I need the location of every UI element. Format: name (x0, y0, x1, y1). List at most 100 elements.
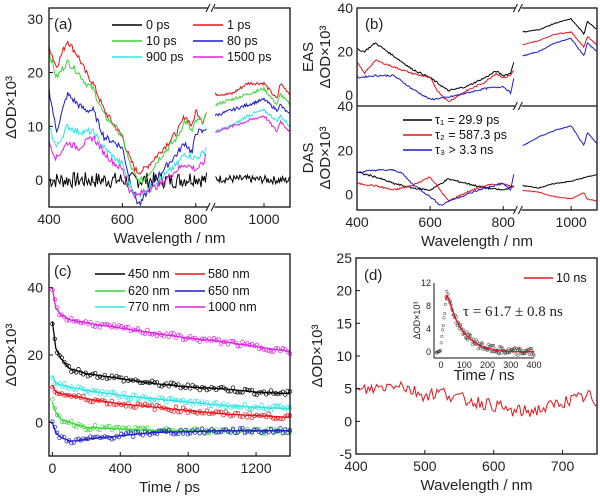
data-point (268, 408, 274, 413)
data-point (140, 425, 145, 430)
legend-label: 620 nm (128, 284, 170, 298)
data-point (112, 425, 117, 430)
data-point (83, 427, 88, 432)
data-point (69, 369, 74, 374)
inset-data-point (443, 311, 447, 316)
inset-fit-line (444, 294, 534, 353)
data-point (230, 385, 236, 390)
y-axis-label: ΔOD×10³ (3, 76, 20, 139)
data-point (64, 362, 69, 368)
inset-data-point (496, 351, 500, 355)
data-point (273, 346, 278, 351)
x-tick-label: 400 (344, 458, 368, 474)
inset-data-point (468, 333, 473, 337)
data-point (171, 381, 176, 386)
data-point (171, 331, 176, 336)
inset-x-label: Time / ns (453, 367, 514, 384)
inset-data-point (438, 348, 443, 352)
legend-label: 580 nm (208, 267, 250, 281)
inset-x-tick-label: 100 (457, 360, 472, 370)
data-point (104, 376, 110, 381)
data-point (119, 402, 124, 408)
inset-data-point (480, 341, 484, 346)
data-point (185, 382, 190, 387)
inset-data-point (465, 330, 469, 334)
data-point (223, 409, 228, 414)
data-point (254, 392, 259, 397)
panel-label: (a) (54, 16, 72, 33)
x-tick-label: 400 (37, 211, 61, 227)
x-tick-label: 1000 (556, 214, 587, 230)
y-tick-label: 20 (336, 283, 352, 299)
data-point (190, 403, 195, 408)
das-line (356, 176, 514, 202)
data-point (116, 323, 122, 328)
y-tick-label: 25 (336, 250, 352, 266)
y-tick-label: 10 (27, 118, 43, 134)
y-tick-label: 15 (336, 315, 352, 331)
inset-data-point (528, 347, 533, 351)
x-tick-label: 400 (109, 460, 133, 476)
data-point (90, 388, 95, 393)
data-point (249, 415, 255, 421)
data-point (197, 387, 202, 393)
inset-x-tick-label: 0 (438, 360, 443, 370)
break-gap-top (207, 6, 215, 10)
axis-break-mark (205, 3, 216, 13)
x-tick-label: 600 (111, 211, 135, 227)
eas-line (356, 42, 515, 92)
y-tick-label: 40 (27, 280, 43, 296)
data-point (266, 411, 271, 416)
y-axis-label-unit: ΔOD×10³ (317, 127, 334, 190)
x-tick-label: 400 (345, 214, 369, 230)
data-point (190, 409, 195, 415)
inset-data-point (474, 338, 478, 342)
inset-x-tick-label: 300 (503, 360, 518, 370)
y-tick-label: 30 (27, 11, 43, 27)
data-point (100, 322, 105, 327)
legend-label: 1 ps (227, 18, 251, 32)
y-tick-label: 20 (337, 142, 353, 158)
inset-data-point (443, 302, 447, 307)
data-point (171, 409, 176, 414)
inset-data-point (485, 348, 489, 352)
x-tick-label: 800 (184, 211, 208, 227)
data-point (235, 344, 240, 349)
inset-data-point (441, 328, 445, 332)
inset-y-tick-label: 8 (426, 301, 431, 311)
data-point (273, 403, 278, 408)
data-point (278, 403, 283, 408)
y-tick-label: 40 (337, 0, 353, 16)
data-point (123, 426, 129, 431)
legend-label: 770 nm (128, 300, 170, 314)
data-point (283, 392, 288, 397)
series-line-10ps (215, 85, 290, 107)
inset-x-tick-label: 400 (526, 360, 541, 370)
break-gap (515, 104, 522, 108)
x-tick-label: 1000 (248, 211, 279, 227)
inset-data-point (445, 289, 449, 293)
legend-label: 900 ps (146, 50, 184, 64)
data-point (273, 416, 278, 422)
data-point (245, 415, 250, 420)
data-point (261, 431, 267, 436)
inset-data-point (441, 324, 445, 328)
fit-line (51, 374, 291, 410)
data-point (121, 379, 126, 384)
data-point (88, 391, 93, 396)
legend-label: 1000 nm (208, 300, 257, 314)
eas-line (357, 59, 515, 103)
data-point (192, 430, 198, 435)
y-tick-label: 0 (345, 87, 353, 103)
series-line-1500ps (48, 135, 207, 200)
axis-break-mark (512, 101, 523, 111)
y-tick-label: -5 (340, 446, 353, 462)
data-point (256, 429, 262, 434)
data-point (173, 404, 179, 409)
fit-line (51, 321, 290, 395)
data-point (218, 341, 224, 347)
break-gap (515, 6, 522, 10)
inset-data-point (466, 338, 470, 342)
data-point (207, 386, 212, 392)
panel-label: (c) (54, 263, 72, 280)
